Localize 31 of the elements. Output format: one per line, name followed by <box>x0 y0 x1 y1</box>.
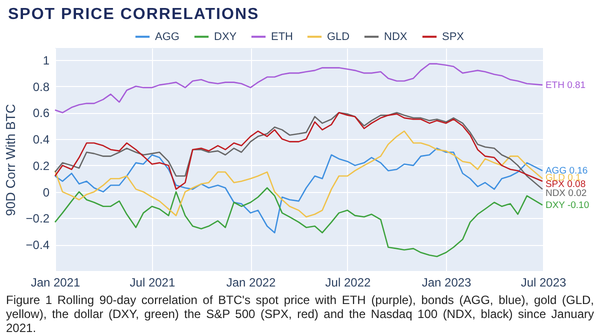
x-tick-label: Jan 2022 <box>226 276 276 290</box>
chart-title: SPOT PRICE CORRELATIONS <box>7 5 260 25</box>
legend-label: NDX <box>384 30 408 43</box>
line-series <box>54 148 544 234</box>
y-axis-title: 90D Corr With BTC <box>2 104 18 216</box>
y-tick-label: 0.4 <box>32 132 50 147</box>
line-series <box>54 63 544 114</box>
x-tick-label: Jan 2023 <box>422 276 472 290</box>
x-tick-label: Jul 2022 <box>325 276 371 290</box>
y-tick-label: 0.6 <box>32 106 50 120</box>
annotation: ETH 0.81 <box>545 80 586 91</box>
y-tick-label: −0.2 <box>26 212 50 226</box>
y-tick-label: 0.8 <box>32 80 50 94</box>
y-tick-label: −0.4 <box>26 238 50 252</box>
x-tick-label: Jul 2023 <box>520 276 567 290</box>
line-series <box>54 130 544 218</box>
x-tick-label: Jan 2021 <box>30 276 81 290</box>
annotation: DXY -0.10 <box>545 200 590 212</box>
line-series <box>54 187 544 258</box>
line-series <box>54 112 544 190</box>
legend-label: AGG <box>155 30 180 43</box>
caption: Figure 1 Rolling 90-day correlation of BTC's spot price with ETH (purple), bonds (AGG, blue), gold (GLD, yellow), the dollar (DXY, green) the S&P 500 (SPX, red) and the Nasdaq 100 (NDX, black) since January 2021. <box>5 292 595 335</box>
y-tick-label: 0.2 <box>32 158 50 173</box>
legend-label: SPX <box>442 30 465 43</box>
legend-label: GLD <box>327 30 350 43</box>
y-tick-label: 0 <box>42 185 50 200</box>
x-tick-label: Jul 2021 <box>130 276 176 290</box>
legend-label: ETH <box>271 30 294 43</box>
annotation: NDX 0.02 <box>545 188 587 200</box>
legend-label: DXY <box>214 30 238 43</box>
y-tick-label: 1 <box>42 53 50 68</box>
